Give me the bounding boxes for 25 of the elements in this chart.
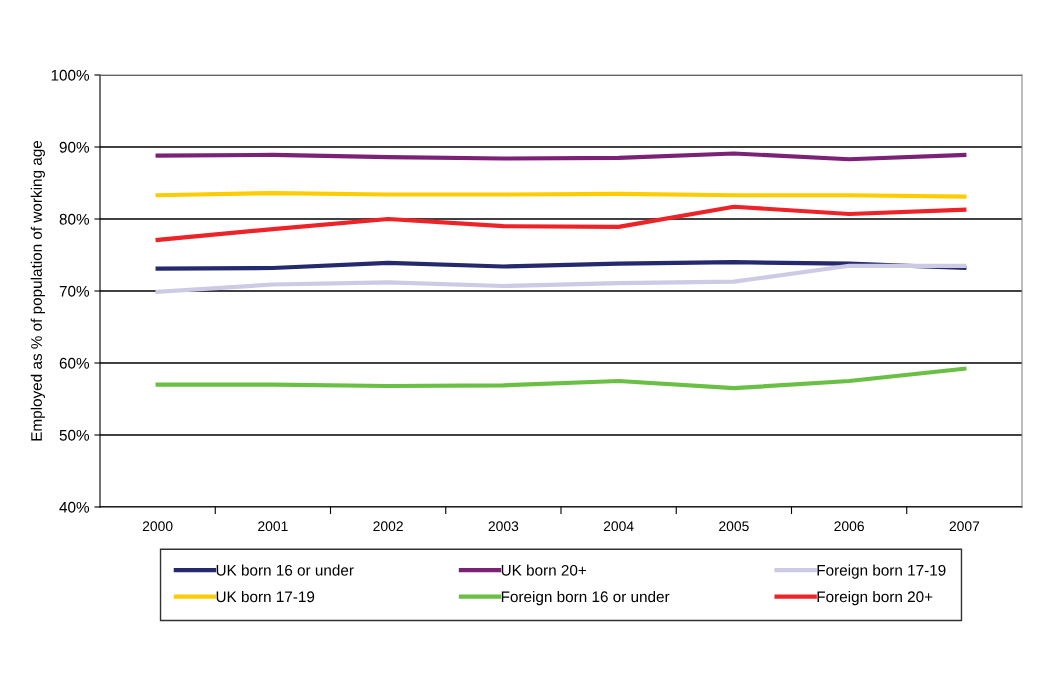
y-tick-label: 80% — [59, 213, 90, 225]
line-series — [155, 366, 967, 391]
x-tick-label: 2004 — [603, 521, 634, 532]
x-tick-label: 2007 — [949, 521, 980, 532]
legend-label: Foreign born 17-19 — [817, 564, 946, 579]
x-tick-label: 2002 — [373, 521, 403, 532]
legend-label: Foreign born 20+ — [817, 590, 933, 606]
y-tick-label: 40% — [59, 501, 90, 513]
y-tick-label: 60% — [59, 357, 90, 369]
y-tick-label: 100% — [51, 69, 90, 81]
legend-label: UK born 17-19 — [216, 590, 315, 603]
legend-label: UK born 16 or under — [216, 564, 354, 576]
y-tick-label: 70% — [59, 285, 90, 297]
x-tick-label: 2001 — [258, 521, 288, 532]
x-tick-label: 2005 — [719, 521, 749, 532]
y-axis-title: Employed as % of population of working age — [30, 140, 45, 441]
line-series — [155, 263, 967, 294]
legend-label: Foreign born 16 or under — [501, 590, 670, 606]
y-tick-label: 50% — [59, 429, 90, 441]
x-tick-label: 2003 — [488, 521, 519, 532]
x-tick-label: 2000 — [142, 521, 173, 532]
legend-label: UK born 20+ — [501, 564, 587, 576]
line-series — [155, 204, 967, 242]
y-tick-label: 90% — [59, 141, 90, 153]
x-tick-label: 2006 — [834, 521, 864, 532]
